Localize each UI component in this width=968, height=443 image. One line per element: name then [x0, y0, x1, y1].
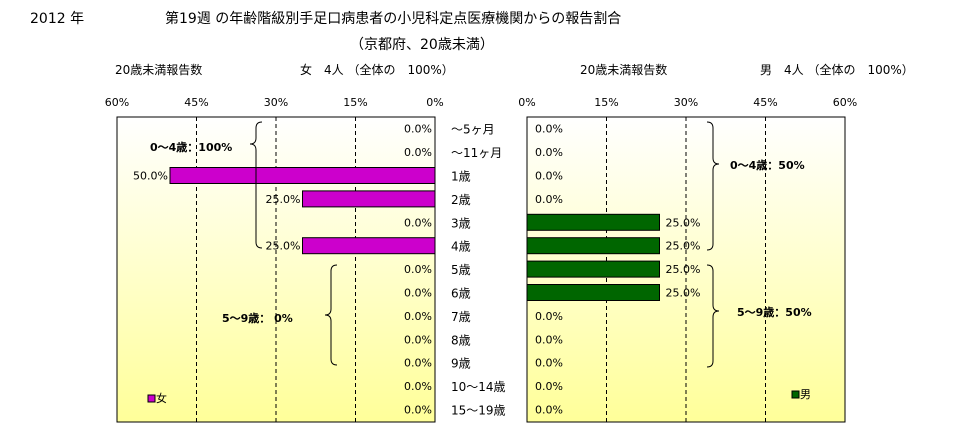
left-data-label: 0.0%: [404, 287, 432, 300]
right-tick-label: 0%: [518, 96, 535, 109]
left-summary: 女 4人 （全体の 100%）: [300, 63, 454, 77]
right-tick-label: 15%: [594, 96, 618, 109]
right-summary: 男 4人 （全体の 100%）: [760, 63, 914, 77]
legend-label-male: 男: [800, 388, 811, 401]
left-data-label: 0.0%: [404, 357, 432, 370]
right-data-label: 0.0%: [535, 146, 563, 159]
category-label: 7歳: [451, 310, 471, 324]
left-tick-label: 30%: [264, 96, 288, 109]
category-label: 8歳: [451, 333, 471, 347]
left-data-label: 0.0%: [404, 123, 432, 136]
category-label: ～11ヶ月: [451, 146, 502, 160]
right-group-label-0-4: 0～4歳：50%: [730, 158, 805, 172]
right-bar: [526, 284, 660, 301]
right-bar: [526, 260, 660, 278]
right-bar: [526, 237, 660, 255]
right-data-label: 0.0%: [535, 193, 563, 206]
left-brace-0-4: [249, 121, 263, 249]
left-data-label: 0.0%: [404, 404, 432, 417]
right-data-label: 0.0%: [535, 404, 563, 417]
left-tick-label: 45%: [184, 96, 208, 109]
chart-title: 第19週 の年齢階級別手足口病患者の小児科定点医療機関からの報告割合: [165, 11, 622, 27]
left-tick-label: 0%: [426, 96, 443, 109]
right-bar: [526, 213, 660, 231]
category-label: 5歳: [451, 263, 471, 277]
left-data-label: 50.0%: [133, 170, 168, 183]
category-label: 15～19歳: [451, 404, 506, 418]
left-report-label: 20歳未満報告数: [115, 63, 203, 77]
left-group-label-0-4: 0～4歳：100%: [150, 140, 232, 154]
left-tick-label: 60%: [105, 96, 129, 109]
category-label: 9歳: [451, 357, 471, 371]
legend-swatch-female: [147, 394, 156, 403]
left-bar: [302, 237, 436, 255]
left-data-label: 0.0%: [404, 310, 432, 323]
category-label: 6歳: [451, 287, 471, 301]
right-group-label-5-9: 5～9歳：50%: [737, 305, 812, 319]
category-label: 4歳: [451, 240, 471, 254]
left-tick-label: 15%: [343, 96, 367, 109]
year-label: 2012 年: [30, 11, 85, 27]
right-data-label: 25.0%: [666, 263, 701, 276]
right-data-label: 0.0%: [535, 170, 563, 183]
category-label: 3歳: [451, 216, 471, 230]
right-brace-5-9: [706, 264, 720, 368]
right-data-label: 0.0%: [535, 123, 563, 136]
left-data-label: 0.0%: [404, 216, 432, 229]
left-group-label-5-9: 5～9歳： 0%: [222, 311, 293, 325]
category-label: 10～14歳: [451, 380, 506, 394]
left-data-label: 0.0%: [404, 333, 432, 346]
right-data-label: 0.0%: [535, 357, 563, 370]
chart-subtitle: （京都府、20歳未満）: [350, 37, 494, 53]
right-tick-label: 30%: [674, 96, 698, 109]
left-data-label: 0.0%: [404, 380, 432, 393]
category-label: ～5ヶ月: [451, 123, 495, 137]
right-brace-0-4: [706, 121, 720, 251]
legend-label-female: 女: [156, 391, 167, 405]
category-label: 2歳: [451, 193, 471, 207]
right-report-label: 20歳未満報告数: [580, 63, 668, 77]
left-data-label: 25.0%: [266, 240, 301, 253]
right-data-label: 0.0%: [535, 310, 563, 323]
left-brace-5-9: [324, 264, 338, 366]
left-data-label: 0.0%: [404, 263, 432, 276]
right-data-label: 0.0%: [535, 380, 563, 393]
category-label: 1歳: [451, 170, 471, 184]
right-tick-label: 45%: [753, 96, 777, 109]
left-data-label: 25.0%: [266, 193, 301, 206]
right-data-label: 25.0%: [666, 240, 701, 253]
right-tick-label: 60%: [833, 96, 857, 109]
legend-swatch-male: [791, 390, 800, 399]
left-bar: [169, 167, 436, 184]
left-bar: [302, 190, 436, 208]
right-data-label: 25.0%: [666, 216, 701, 229]
right-data-label: 0.0%: [535, 333, 563, 346]
left-data-label: 0.0%: [404, 146, 432, 159]
right-data-label: 25.0%: [666, 287, 701, 300]
